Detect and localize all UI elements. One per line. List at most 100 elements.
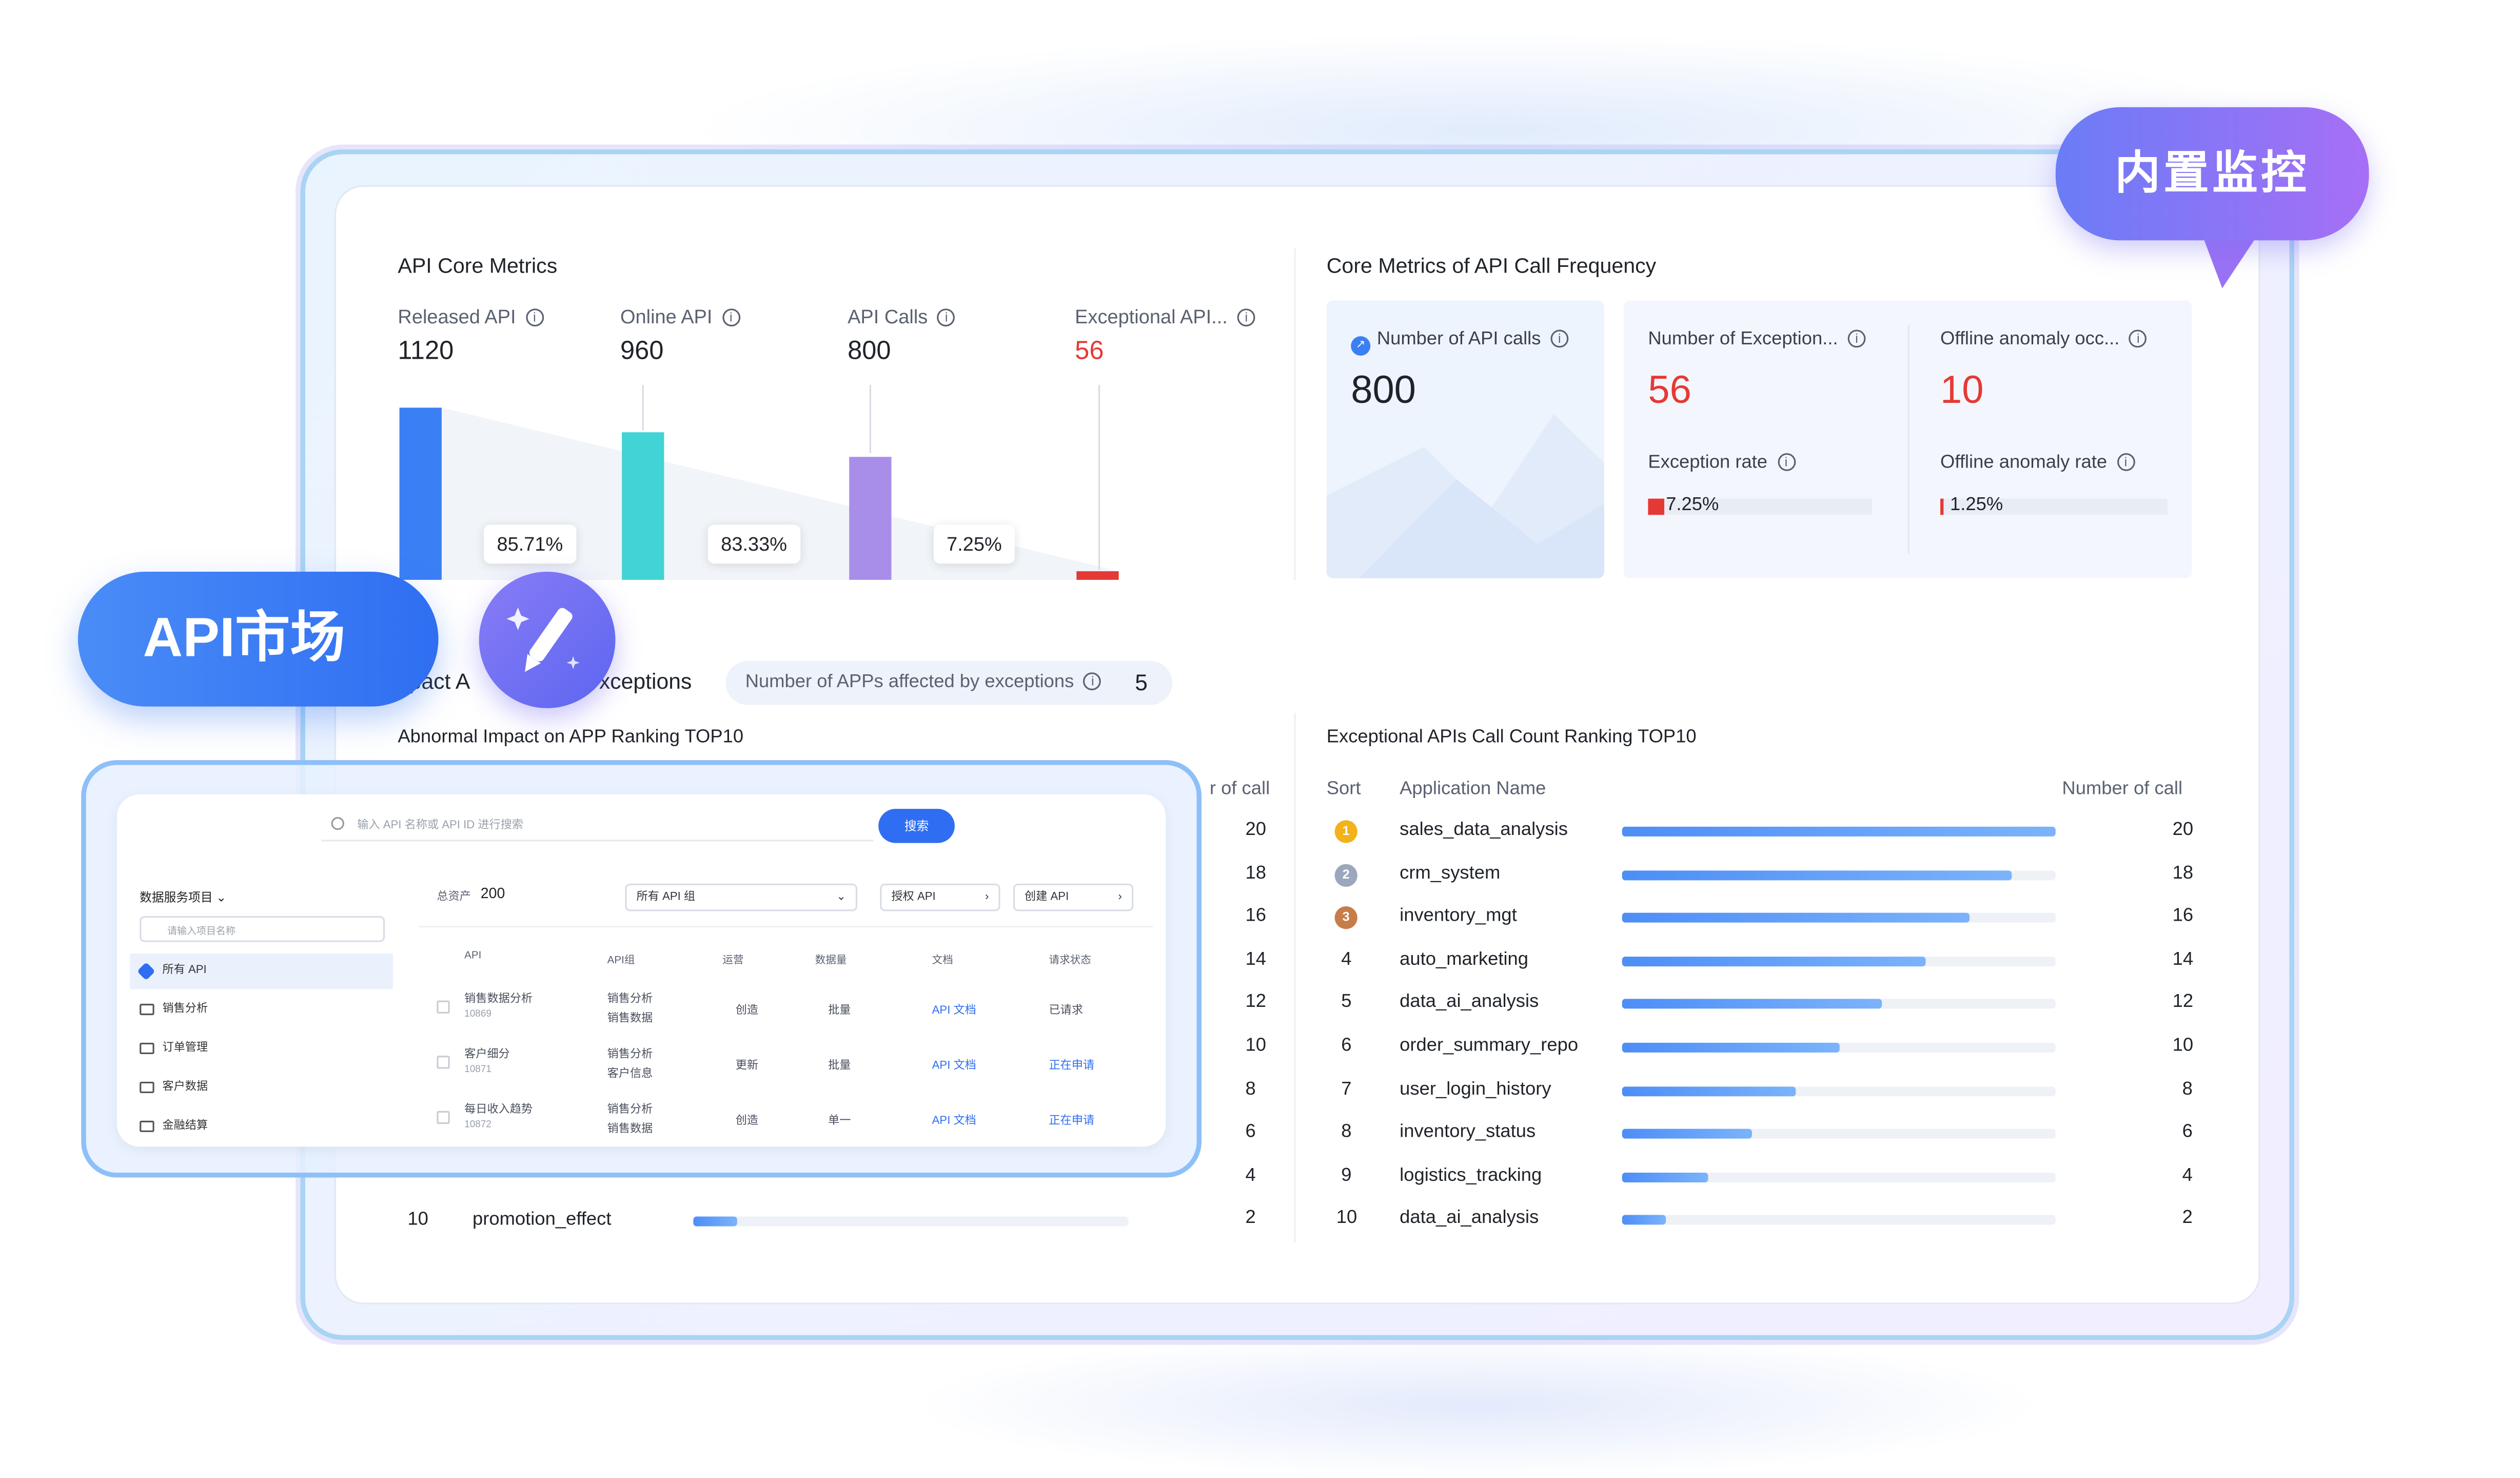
row-checkbox[interactable] xyxy=(437,1056,450,1069)
row-doc-link[interactable]: API 文档 xyxy=(932,1060,976,1072)
row-op: 更新 xyxy=(735,1060,759,1072)
info-icon[interactable]: i xyxy=(1847,329,1866,348)
sidebar-item-label: 销售分析 xyxy=(162,1003,208,1016)
ranking-bar xyxy=(1622,1172,1709,1182)
row-api-id: 10872 xyxy=(464,1120,491,1131)
ranking-name: data_ai_analysis xyxy=(1400,1209,1539,1229)
row-volume: 批量 xyxy=(828,1005,851,1017)
ranking-bar xyxy=(1622,999,1882,1009)
folder-icon xyxy=(140,1003,154,1016)
authorize-button[interactable]: 授权 API › xyxy=(880,883,1000,911)
info-icon[interactable]: i xyxy=(722,308,740,327)
offline-label-text: Offline anomaly occ... xyxy=(1940,329,2120,349)
row-api-id: 10869 xyxy=(464,1010,491,1020)
info-icon[interactable]: i xyxy=(1084,672,1102,691)
api-market-pill: API市场 xyxy=(77,572,439,707)
metric-label: API Calls i xyxy=(848,305,956,328)
ranking-sort: 9 xyxy=(1341,1165,1352,1185)
apps-affected-label-text: Number of APPs affected by exceptions xyxy=(745,672,1074,692)
left-last-bar xyxy=(693,1216,737,1227)
row-api-name: 销售数据分析 xyxy=(464,994,533,1006)
sidebar-title[interactable]: 数据服务项目 ⌄ xyxy=(140,888,226,906)
sidebar-title-text: 数据服务项目 xyxy=(140,890,213,905)
sidebar-search-input[interactable]: 请输入项目名称 xyxy=(140,916,385,942)
info-icon[interactable]: i xyxy=(525,308,544,327)
frequency-title: Core Metrics of API Call Frequency xyxy=(1326,253,1657,278)
offline-rate-fill xyxy=(1940,498,1944,515)
pen-icon xyxy=(506,607,580,672)
exception-label: Number of Exception... i xyxy=(1648,329,1866,349)
group-select[interactable]: 所有 API 组 ⌄ xyxy=(625,883,858,911)
search-input[interactable]: 输入 API 名称或 API ID 进行搜索 xyxy=(321,812,874,842)
ranking-sort: 4 xyxy=(1341,949,1352,969)
mountain-decoration xyxy=(1326,414,1604,578)
row-group2: 销售数据 xyxy=(607,1013,653,1025)
row-doc-link[interactable]: API 文档 xyxy=(932,1005,976,1017)
ranking-bar-track xyxy=(1622,826,2056,837)
left-last-track xyxy=(693,1216,1129,1227)
funnel-bar xyxy=(622,432,664,580)
create-label: 创建 API xyxy=(1025,891,1069,903)
row-api-name: 客户细分 xyxy=(464,1049,510,1061)
row-checkbox[interactable] xyxy=(437,1111,450,1124)
offline-rate-label: Offline anomaly rate i xyxy=(1940,453,2135,473)
left-value: 2 xyxy=(1245,1209,1256,1229)
sidebar-item-customers[interactable]: 客户数据 xyxy=(130,1071,393,1106)
info-icon[interactable]: i xyxy=(937,308,956,327)
sidebar-item-orders[interactable]: 订单管理 xyxy=(130,1032,393,1067)
left-value: 20 xyxy=(1245,820,1266,840)
ranking-sort: 5 xyxy=(1341,993,1352,1013)
ranking-bar-track xyxy=(1622,1129,2056,1139)
sidebar-item-all-api[interactable]: 所有 API xyxy=(130,953,393,989)
table-header-doc: 文档 xyxy=(932,955,953,967)
table-header-op: 运营 xyxy=(722,955,744,967)
exception-rate-fill xyxy=(1648,498,1665,515)
sidebar-item-label: 客户数据 xyxy=(162,1081,208,1093)
offline-label: Offline anomaly occ... i xyxy=(1940,329,2148,349)
row-group1: 销售分析 xyxy=(607,994,653,1006)
metric-label: Online API i xyxy=(620,305,740,328)
metric-value: 960 xyxy=(620,338,664,366)
exception-rate-track xyxy=(1648,498,1873,515)
info-icon[interactable]: i xyxy=(2117,453,2135,471)
info-icon[interactable]: i xyxy=(1237,308,1255,327)
info-icon[interactable]: i xyxy=(1550,329,1569,348)
row-doc-link[interactable]: API 文档 xyxy=(932,1116,976,1127)
pen-badge xyxy=(479,572,616,708)
ranking-bar-track xyxy=(1622,1042,2056,1053)
ranking-value: 4 xyxy=(2182,1165,2193,1185)
sidebar-item-label: 所有 API xyxy=(162,964,207,977)
ranking-bar xyxy=(1622,870,2013,880)
metric-label: Exceptional API... i xyxy=(1075,305,1255,328)
ranking-bar-track xyxy=(1622,913,2056,923)
create-button[interactable]: 创建 API › xyxy=(1013,883,1134,911)
search-button[interactable]: 搜索 xyxy=(878,809,955,843)
info-icon[interactable]: i xyxy=(1777,453,1795,471)
ranking-value: 14 xyxy=(2172,949,2194,969)
metric-value: 1120 xyxy=(398,338,454,366)
sidebar-item-sales[interactable]: 销售分析 xyxy=(130,993,393,1028)
funnel-chart xyxy=(399,385,1119,580)
impact-title-right: xceptions xyxy=(599,669,692,694)
metric-label-text: Exceptional API... xyxy=(1075,305,1228,328)
row-status: 正在申请 xyxy=(1049,1060,1095,1072)
info-icon[interactable]: i xyxy=(2129,329,2148,348)
sidebar-item-finance[interactable]: 金融结算 xyxy=(130,1110,393,1145)
chevron-down-icon: ⌄ xyxy=(216,890,227,905)
ranking-value: 8 xyxy=(2182,1079,2193,1099)
metric-value: 800 xyxy=(848,338,891,366)
left-value: 16 xyxy=(1245,906,1266,926)
ranking-bar-track xyxy=(1622,1086,2056,1096)
metric-label: Released API i xyxy=(398,305,544,328)
ranking-bar-track xyxy=(1622,999,2056,1009)
exception-rate-label: Exception rate i xyxy=(1648,453,1795,473)
left-value: 12 xyxy=(1245,993,1266,1013)
row-checkbox[interactable] xyxy=(437,1000,450,1014)
chevron-right-icon: › xyxy=(1118,891,1122,903)
metric-value: 56 xyxy=(1075,338,1104,366)
sidebar-search-placeholder: 请输入项目名称 xyxy=(167,927,235,938)
offline-rate-value: 1.25% xyxy=(1950,495,2003,515)
ranking-bar xyxy=(1622,1215,1666,1226)
ranking-name: inventory_mgt xyxy=(1400,906,1517,926)
